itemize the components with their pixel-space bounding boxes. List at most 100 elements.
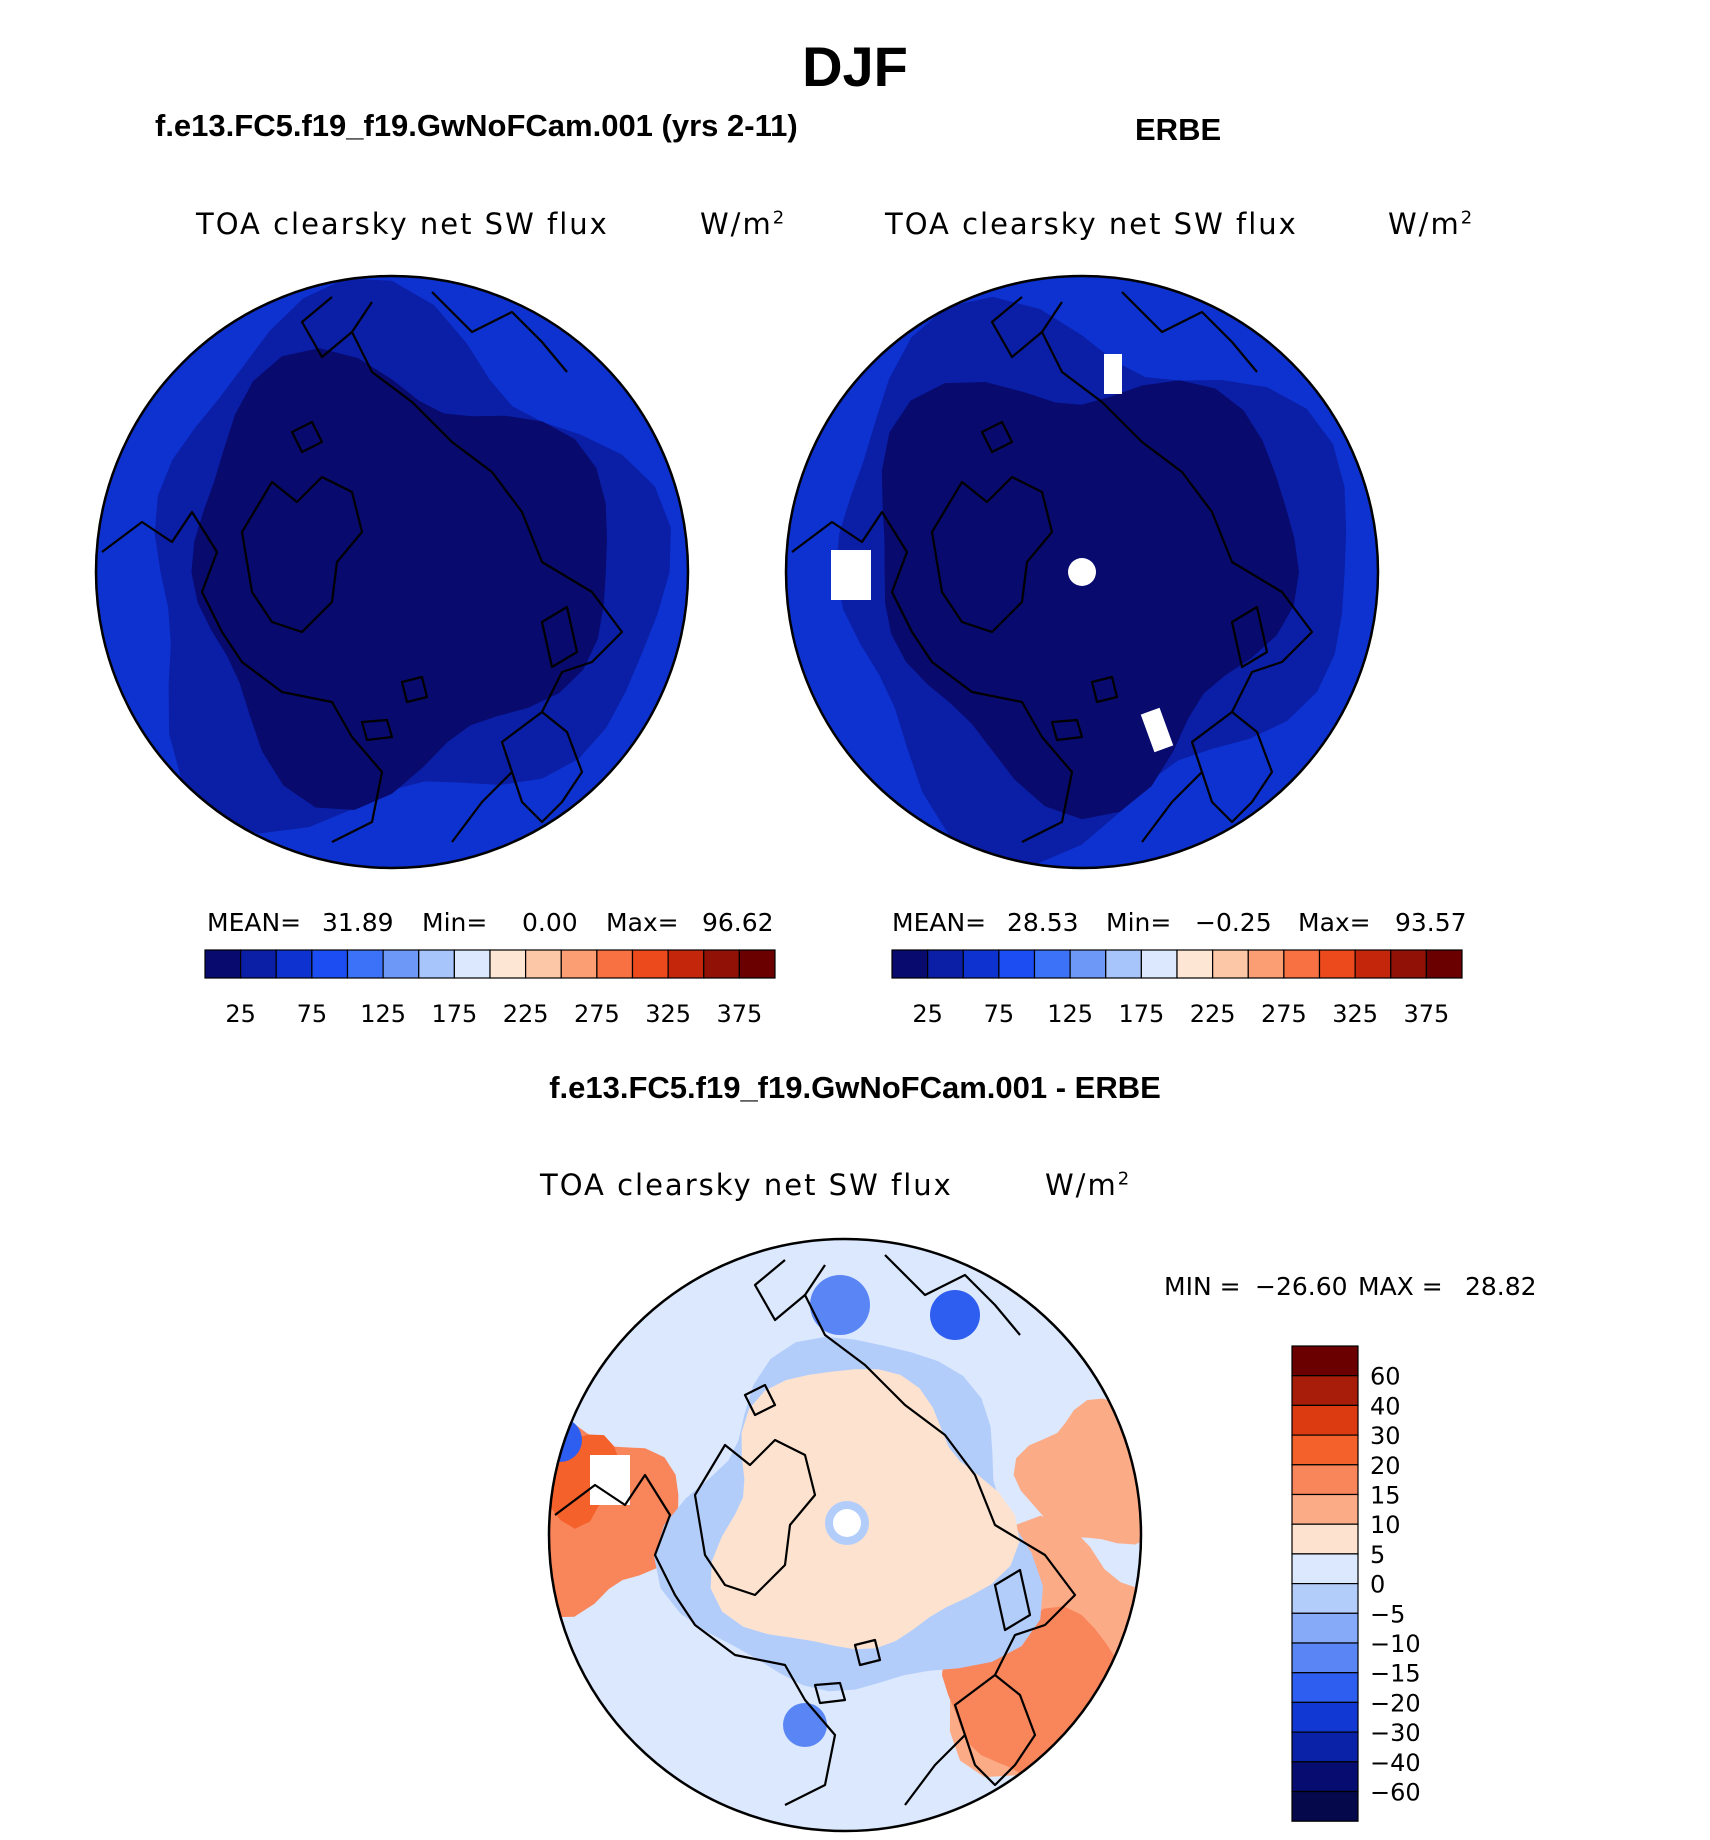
colorbar-box [596,949,634,979]
colorbar-box [1176,949,1214,979]
missing-data-patch [833,1509,861,1537]
colorbar-tick-label: 225 [1190,1000,1236,1028]
map-field-3 [549,1239,1141,1831]
colorbar-box [1390,949,1427,979]
colorbar-box [1318,949,1356,979]
panel-3-max-value: 28.82 [1465,1272,1537,1301]
colorbar-box [1291,1642,1359,1674]
colorbar-tick-label: 40 [1370,1392,1401,1420]
coastline-2 [803,1264,1077,1806]
panel-2-max-label: Max= [1298,908,1371,937]
coastline-1 [101,510,384,843]
colorbar-tick-label: −60 [1370,1779,1421,1807]
panel-3-variable-label: TOA clearsky net SW flux [540,1168,953,1202]
colorbar-box [927,949,964,979]
colorbar-box [240,949,277,979]
colorbar-tick-label: 375 [716,1000,762,1028]
page-title: DJF [802,35,908,98]
colorbar-box [1247,949,1285,979]
colorbar-box [962,949,1000,979]
coastline-4 [990,291,1258,373]
coastline-8 [290,420,324,454]
colorbar-box [1354,949,1392,979]
colorbar-box [998,949,1036,979]
field-negative-patch [783,1703,827,1747]
map-boundary [94,274,690,870]
colorbar-tick-label: 375 [1403,1000,1449,1028]
field-negative-patch [930,1290,980,1340]
map-boundary [547,1237,1143,1833]
colorbar-tick-label: 10 [1370,1511,1401,1539]
colorbar-box [346,949,384,979]
colorbar-tick-label: 225 [503,1000,549,1028]
colorbar-box [1291,1345,1359,1377]
colorbar-box [453,949,491,979]
coastline-5 [853,1638,882,1667]
colorbar-box [1425,949,1463,979]
colorbar-box [1283,949,1321,979]
colorbar-box [1291,1612,1359,1644]
panel-3-units: W/m2 [1045,1168,1132,1202]
colorbar-box [891,949,929,979]
panel-2-mean-value: 28.53 [1007,908,1079,937]
colorbar-box [1291,1404,1359,1436]
panel-3-min-value: −26.60 [1255,1272,1348,1301]
coastline-6 [360,718,394,742]
colorbar-box [560,949,598,979]
colorbar-box [525,949,562,979]
panel-1-mean-value: 31.89 [322,908,394,937]
coastline-4 [300,291,568,373]
colorbar-tick-label: 325 [645,1000,691,1028]
coastline-3 [1200,711,1274,824]
coastline-2 [1040,301,1314,843]
panel-2-max-value: 93.57 [1395,908,1467,937]
panel-2-subtitle: ERBE [1135,112,1222,147]
colorbar-box [1291,1701,1359,1733]
colorbar-tick-label: 75 [984,1000,1015,1028]
colorbar-tick-label: 0 [1370,1571,1385,1599]
colorbar-box [1291,1434,1359,1466]
colorbar-box [489,949,527,979]
colorbar-tick-label: 325 [1332,1000,1378,1028]
colorbar-tick-label: 125 [1047,1000,1093,1028]
map-field-1 [96,276,688,868]
colorbar-box [382,949,420,979]
colorbar-tick-label: 125 [360,1000,406,1028]
coastline-0 [240,475,364,634]
field-negative-patch [810,1275,870,1335]
colorbar-box [1033,949,1071,979]
panel-1-subtitle: f.e13.FC5.f19_f19.GwNoFCam.001 (yrs 2-11… [155,108,798,143]
colorbar-box [703,949,740,979]
missing-data-patch [1140,707,1174,753]
colorbar-box [1140,949,1178,979]
colorbar-tick-label: 275 [574,1000,620,1028]
colorbar-box [1291,1553,1359,1585]
coastline-0 [930,475,1054,634]
colorbar-box [311,949,349,979]
colorbar-tick-label: 275 [1261,1000,1307,1028]
colorbar-tick-label: 175 [1118,1000,1164,1028]
colorbar-box [1291,1523,1359,1555]
coastline-6 [1050,718,1084,742]
colorbar-tick-label: 175 [431,1000,477,1028]
colorbar-tick-label: −10 [1370,1630,1421,1658]
colorbar-box [1212,949,1249,979]
colorbar-box [1291,1672,1359,1703]
colorbar-tick-label: 60 [1370,1363,1401,1391]
colorbar-tick-label: −5 [1370,1600,1405,1628]
colorbar-box [1291,1761,1359,1793]
colorbar-box [1291,1375,1359,1406]
colorbar-box [1291,1790,1359,1822]
coastline-7 [540,605,579,669]
panel-2-variable-label: TOA clearsky net SW flux [885,207,1298,241]
panel-1-min-value: 0.00 [522,908,578,937]
panel-2-min-value: −0.25 [1195,908,1272,937]
colorbar-tick-label: −20 [1370,1689,1421,1717]
coastline-3 [510,711,584,824]
colorbar-box [1291,1582,1359,1614]
colorbar-tick-label: −40 [1370,1749,1421,1777]
coastline-7 [1230,605,1269,669]
colorbar-box [1291,1464,1359,1496]
colorbar-box [1291,1493,1359,1525]
